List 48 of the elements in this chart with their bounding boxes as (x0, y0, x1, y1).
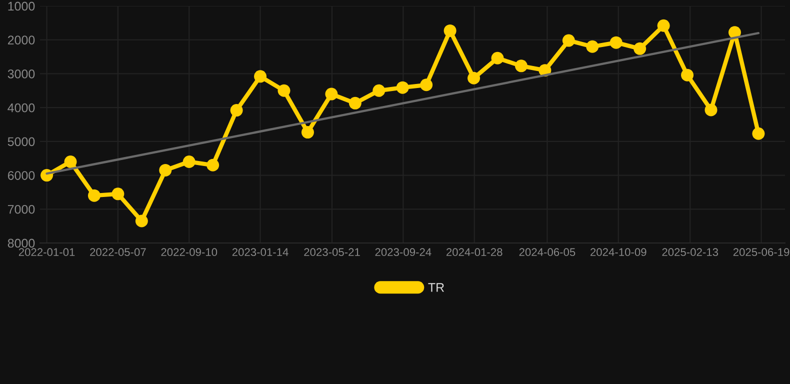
point (657, 19, 670, 32)
y-tick-label: 3000 (8, 70, 35, 78)
y-tick-label: 5000 (8, 137, 35, 146)
point (301, 126, 314, 139)
point (444, 24, 456, 37)
point (704, 104, 718, 116)
point (159, 164, 172, 176)
x-tick-label: 2025-06-19 (733, 248, 790, 256)
y-tick-label: 8000 (8, 238, 35, 248)
point (254, 70, 267, 83)
x-tick-label: 2024-06-05 (519, 248, 576, 256)
point (514, 60, 528, 72)
point (348, 96, 362, 110)
x-tick-label: 2022-01-01 (18, 248, 75, 256)
point (135, 214, 148, 228)
point (182, 155, 196, 168)
legend-label: TR (428, 283, 444, 292)
point (206, 158, 220, 172)
y-tick-label: 1000 (8, 2, 35, 11)
point (468, 72, 480, 84)
point (230, 104, 243, 117)
point (64, 155, 77, 168)
point (586, 40, 599, 53)
point (396, 81, 409, 94)
point (420, 78, 433, 92)
x-tick-label: 2024-01-28 (446, 248, 502, 256)
y-tick-label: 2000 (8, 36, 35, 45)
point (610, 36, 622, 49)
point (88, 189, 100, 202)
x-tick-label: 2025-02-13 (662, 248, 718, 256)
point (278, 84, 290, 97)
y-tick-label: 7000 (8, 204, 35, 214)
x-tick-label: 2024-10-09 (590, 248, 646, 256)
point (562, 34, 575, 47)
point (634, 42, 646, 55)
x-tick-label: 2022-09-10 (161, 248, 218, 256)
x-tick-label: 2023-05-21 (304, 248, 360, 256)
point (325, 88, 338, 100)
point (372, 84, 386, 97)
point (681, 68, 694, 82)
point (491, 52, 504, 64)
x-tick-label: 2023-01-14 (232, 248, 288, 256)
y-tick-label: 6000 (8, 171, 35, 180)
x-tick-label: 2023-09-24 (375, 248, 432, 256)
y-tick-label: 4000 (8, 103, 35, 112)
x-tick-label: 2022-05-07 (90, 248, 146, 256)
point (752, 127, 765, 140)
point (112, 188, 124, 200)
